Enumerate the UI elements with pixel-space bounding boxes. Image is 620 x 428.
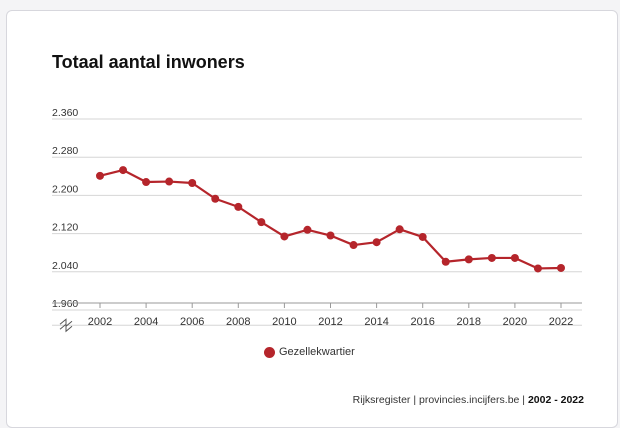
- x-tick-label: 2014: [364, 316, 388, 328]
- data-point: [211, 194, 220, 203]
- data-point: [303, 225, 312, 234]
- data-point: [372, 238, 381, 247]
- axis-break-mark: [59, 318, 73, 328]
- source-note: Rijksregister | provincies.incijfers.be …: [353, 394, 584, 406]
- chart-title: Totaal aantal inwoners: [52, 52, 245, 72]
- x-tick-label: 2008: [226, 316, 250, 328]
- data-point: [464, 255, 473, 264]
- data-point: [234, 202, 243, 211]
- x-tick-label: 2016: [410, 316, 434, 328]
- axis-break-icon: [59, 318, 73, 333]
- data-point: [96, 171, 104, 180]
- data-point: [188, 178, 197, 187]
- period-text: 2002 - 2022: [527, 394, 584, 406]
- data-point: [510, 253, 519, 262]
- legend-marker: [264, 346, 275, 358]
- x-tick-label: 2012: [318, 316, 342, 328]
- data-point: [326, 231, 335, 240]
- y-tick-label: 1.960: [52, 298, 78, 310]
- x-tick-label: 2004: [134, 316, 158, 328]
- y-tick-label: 2.120: [52, 222, 78, 234]
- data-point: [418, 232, 427, 241]
- y-tick-label: 2.040: [52, 260, 78, 272]
- legend[interactable]: Gezellekwartier: [264, 346, 355, 358]
- series-gezellekwartier: [96, 166, 565, 273]
- data-point: [165, 177, 174, 186]
- x-tick-label: 2002: [88, 316, 112, 328]
- y-tick-label: 2.200: [52, 183, 78, 195]
- axis-break-mark: [59, 323, 73, 333]
- x-tick-label: 2020: [503, 316, 527, 328]
- chart-card: [6, 10, 618, 428]
- x-tick-label: 2006: [180, 316, 204, 328]
- y-tick-label: 2.360: [52, 107, 78, 119]
- data-point: [557, 263, 565, 272]
- data-point: [119, 166, 128, 175]
- source-text: Rijksregister | provincies.incijfers.be …: [352, 394, 528, 406]
- data-point: [349, 241, 358, 250]
- data-point: [257, 218, 266, 227]
- data-point: [441, 257, 450, 266]
- gridlines: [52, 118, 582, 326]
- x-tick-label: 2018: [457, 316, 481, 328]
- x-tick-label: 2010: [272, 316, 296, 328]
- data-point: [280, 232, 289, 241]
- legend-label: Gezellekwartier: [279, 346, 355, 358]
- y-axis-ticks: 2.360 2.280 2.200 2.120 2.040 1.960: [52, 107, 78, 310]
- data-point: [395, 225, 404, 234]
- y-tick-label: 2.280: [52, 145, 78, 157]
- data-point: [533, 264, 542, 273]
- x-tick-label: 2022: [549, 316, 573, 328]
- data-point: [487, 253, 496, 262]
- x-axis-ticks: 2002 2004 2006 2008 2010 2012 2014 2016 2018 2020…: [52, 302, 582, 328]
- data-point: [142, 178, 151, 187]
